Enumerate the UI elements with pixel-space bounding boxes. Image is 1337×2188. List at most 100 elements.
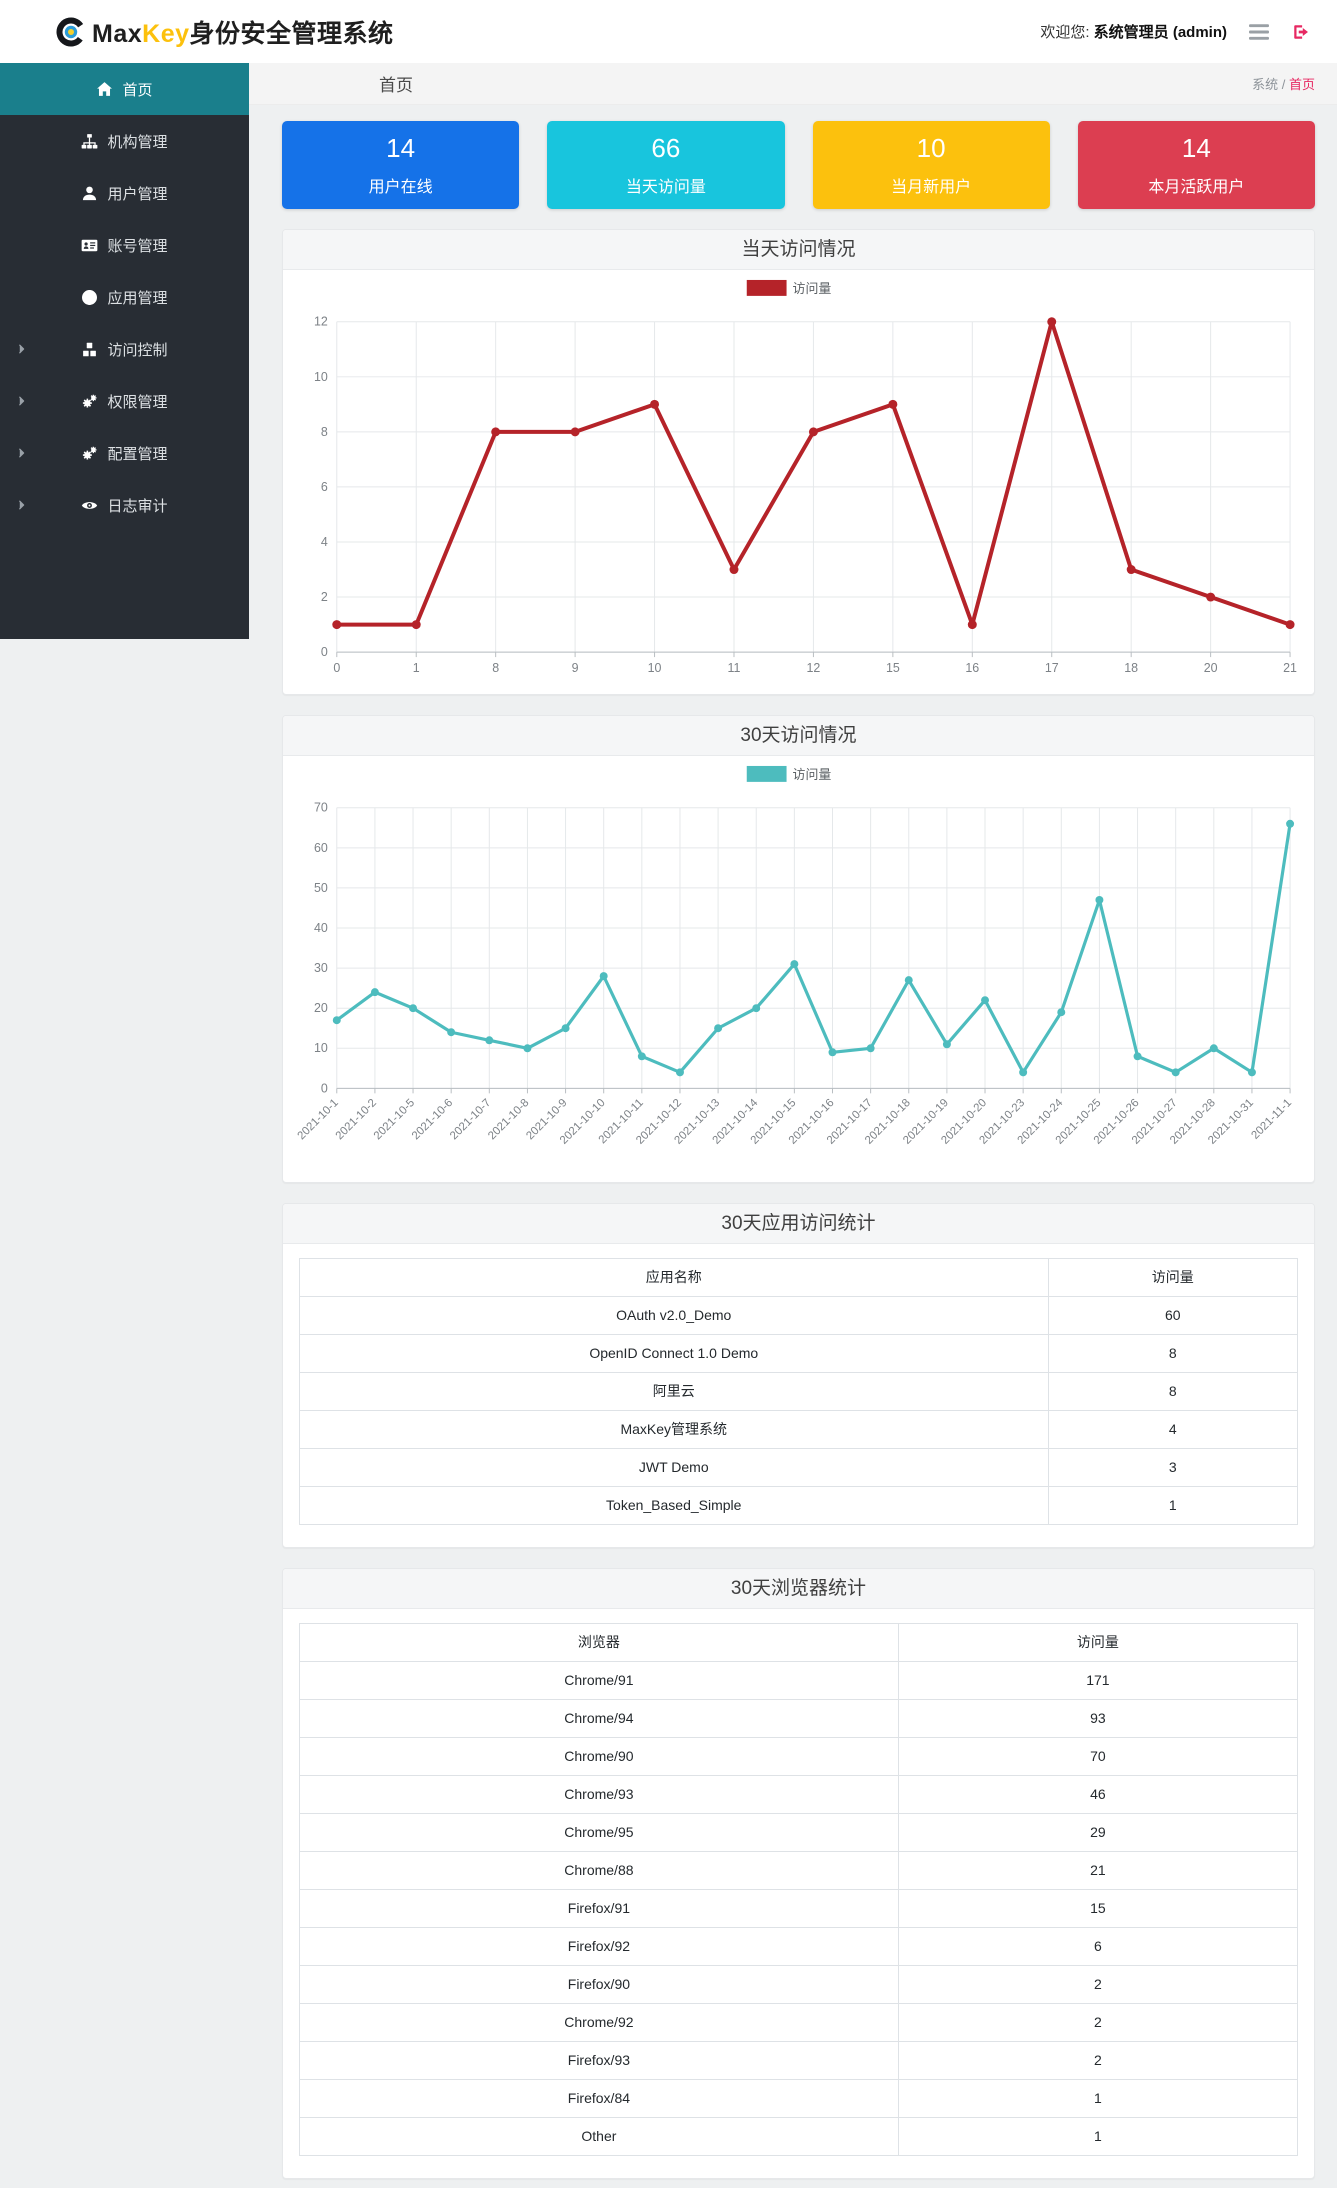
table-cell: 2 [897, 2040, 1299, 2080]
stat-value: 10 [916, 133, 946, 163]
table-row: JWT Demo 3 [299, 1447, 1298, 1487]
app-header: MaxKey身份安全管理系统 欢迎您: 系统管理员 (admin) [0, 0, 1337, 63]
table-cell: Chrome/92 [299, 2002, 899, 2042]
panel-title: 30天浏览器统计 [283, 1568, 1314, 1609]
browser-table: 浏览器 访问量 Chrome/91 171 Chrome/94 93 Chrome/90 70… [299, 1622, 1299, 2156]
table-header-row: 应用名称 访问量 [299, 1257, 1298, 1297]
table-cell: 171 [897, 1660, 1299, 1700]
stat-card-today-visits: 66 当天访问量 [547, 121, 785, 209]
svg-text:70: 70 [314, 801, 328, 815]
svg-text:12: 12 [807, 661, 821, 675]
stat-card-month-active-users: 14 本月活跃用户 [1077, 121, 1315, 209]
app-visit-table: 应用名称 访问量 OAuth v2.0_Demo 60 OpenID Connect 1… [299, 1257, 1298, 1525]
table-row: Token_Based_Simple 1 [299, 1485, 1298, 1525]
table-cell: 21 [897, 1850, 1299, 1890]
logout-icon[interactable] [1291, 23, 1311, 41]
stat-label: 当天访问量 [625, 179, 706, 196]
panel-today-visits-chart: 当天访问情况 0 2 4 6 8 10 12 0 1 8 9 10 11 12 15 16 17 18 20 21 访问… [282, 229, 1315, 695]
svg-text:17: 17 [1045, 661, 1059, 675]
sidebar-item-label: 首页 [122, 81, 153, 99]
table-row: Firefox/90 2 [299, 1964, 1299, 2004]
column-header: 浏览器 [299, 1622, 899, 1662]
sidebar-item-label: 权限管理 [107, 393, 168, 411]
table-header-row: 浏览器 访问量 [299, 1622, 1299, 1662]
monthly-visits-line-chart: 0 10 20 30 40 50 60 70 2021-10-1 2021-10-2 2021-10… [291, 758, 1306, 1176]
column-header: 访问量 [1047, 1257, 1298, 1297]
sidebar-item-label: 访问控制 [107, 341, 168, 359]
panel-30day-visits-chart: 30天访问情况 0 10 20 30 40 50 60 70 2021-10-1 2021-10-… [282, 714, 1315, 1183]
svg-text:20: 20 [1204, 661, 1218, 675]
table-cell: 60 [1047, 1295, 1298, 1335]
table-row: Chrome/91 171 [299, 1660, 1299, 1700]
svg-text:50: 50 [314, 881, 328, 895]
table-cell: 3 [1047, 1447, 1298, 1487]
stat-value: 14 [1181, 133, 1211, 163]
table-cell: Other [299, 2116, 899, 2156]
cubes-icon [81, 341, 98, 358]
table-cell: Firefox/93 [299, 2040, 899, 2080]
table-row: Chrome/92 2 [299, 2002, 1299, 2042]
table-row: Chrome/94 93 [299, 1698, 1299, 1738]
chevron-right-icon [16, 500, 27, 511]
sidebar-item-access-control[interactable]: 访问控制 [0, 323, 249, 375]
chevron-right-icon [16, 448, 27, 459]
chevron-right-icon [16, 344, 27, 355]
table-cell: 2 [897, 1964, 1299, 2004]
table-cell: Firefox/92 [299, 1926, 899, 1966]
table-cell: Firefox/84 [299, 2078, 899, 2118]
id-card-icon [81, 237, 98, 254]
breadcrumb: 首页 系统 / 首页 [249, 63, 1337, 105]
svg-text:6: 6 [321, 480, 328, 494]
header-right: 欢迎您: 系统管理员 (admin) [1040, 21, 1311, 42]
stat-label: 本月活跃用户 [1148, 179, 1245, 196]
home-icon [96, 81, 113, 98]
sidebar-item-label: 应用管理 [107, 289, 168, 307]
panel-title: 当天访问情况 [283, 230, 1314, 270]
svg-text:访问量: 访问量 [793, 281, 832, 296]
svg-text:10: 10 [314, 1041, 328, 1055]
column-header: 访问量 [897, 1622, 1299, 1662]
svg-text:2021-11-1: 2021-11-1 [1249, 1097, 1294, 1142]
stat-label: 用户在线 [368, 179, 433, 196]
svg-text:16: 16 [965, 661, 979, 675]
table-row: Chrome/93 46 [299, 1774, 1299, 1814]
svg-text:18: 18 [1124, 661, 1138, 675]
breadcrumb-current[interactable]: 首页 [1288, 77, 1315, 92]
app-title: MaxKey身份安全管理系统 [92, 19, 394, 48]
sidebar-item-users[interactable]: 用户管理 [0, 167, 249, 219]
table-cell: Chrome/93 [299, 1774, 899, 1814]
table-cell: Chrome/94 [299, 1698, 899, 1738]
eye-icon [81, 497, 98, 514]
column-header: 应用名称 [299, 1257, 1049, 1297]
svg-text:40: 40 [314, 921, 328, 935]
menu-bars-icon[interactable] [1249, 23, 1269, 41]
table-cell: MaxKey管理系统 [299, 1409, 1049, 1449]
sidebar-item-label: 账号管理 [107, 237, 168, 255]
svg-text:21: 21 [1283, 661, 1297, 675]
svg-text:2: 2 [321, 590, 328, 604]
sidebar-item-home[interactable]: 首页 [0, 63, 249, 115]
table-cell: JWT Demo [299, 1447, 1049, 1487]
table-cell: 15 [897, 1888, 1299, 1928]
sidebar-item-label: 机构管理 [107, 133, 168, 151]
cogs-icon [81, 393, 98, 410]
sidebar-item-permissions[interactable]: 权限管理 [0, 375, 249, 427]
table-cell: 8 [1047, 1371, 1298, 1411]
svg-text:9: 9 [572, 661, 579, 675]
svg-text:15: 15 [886, 661, 900, 675]
breadcrumb-separator: / [1281, 77, 1286, 92]
table-row: Firefox/84 1 [299, 2078, 1299, 2118]
sidebar-item-accounts[interactable]: 账号管理 [0, 219, 249, 271]
breadcrumb-path: 系统 / 首页 [1252, 74, 1315, 93]
sidebar-item-apps[interactable]: 应用管理 [0, 271, 249, 323]
sidebar-item-org[interactable]: 机构管理 [0, 115, 249, 167]
table-cell: Token_Based_Simple [299, 1485, 1049, 1525]
sidebar-item-config[interactable]: 配置管理 [0, 427, 249, 479]
sidebar-item-audit[interactable]: 日志审计 [0, 479, 249, 531]
panel-title: 30天访问情况 [283, 715, 1314, 756]
table-row: Firefox/91 15 [299, 1888, 1299, 1928]
svg-text:访问量: 访问量 [793, 767, 832, 782]
table-cell: 4 [1047, 1409, 1298, 1449]
table-cell: OpenID Connect 1.0 Demo [299, 1333, 1049, 1373]
